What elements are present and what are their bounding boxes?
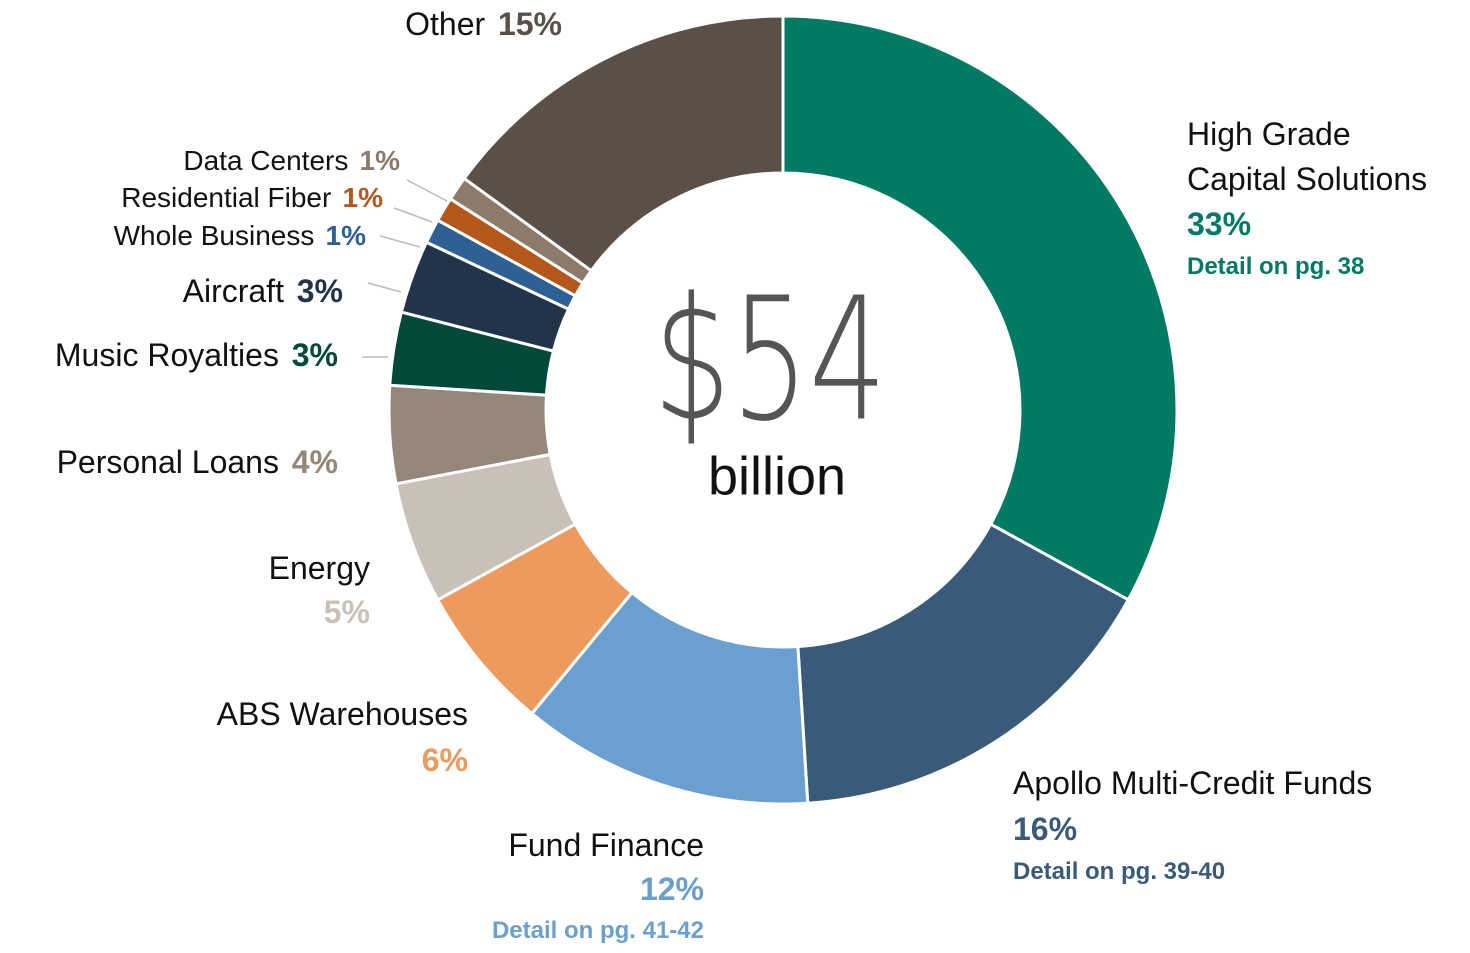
slice-label: Personal Loans 4%	[57, 440, 338, 484]
value-label: 12%	[639, 871, 704, 907]
value-label: 3%	[291, 337, 338, 373]
category-name: Other	[405, 6, 486, 42]
value-label: 16%	[1013, 811, 1078, 847]
value-label: 1%	[342, 182, 383, 213]
center-subtext: billion	[708, 446, 846, 506]
detail-note: Detail on pg. 41-42	[491, 917, 704, 944]
leader-line	[379, 235, 421, 248]
category-name: Music Royalties	[54, 337, 279, 373]
donut-slice	[781, 14, 1179, 602]
category-name: Whole Business	[113, 220, 315, 251]
leader-line	[393, 207, 433, 223]
slice-label: Data Centers 1%	[183, 142, 400, 180]
value-label: 5%	[323, 594, 370, 630]
detail-note: Detail on pg. 39-40	[1013, 858, 1226, 885]
slice-label: Aircraft 3%	[183, 269, 343, 313]
center-text: $54	[653, 261, 887, 458]
donut-slice	[796, 522, 1131, 805]
category-name: Apollo Multi-Credit Funds	[1013, 765, 1373, 801]
slice-label: Fund Finance 12% Detail on pg. 41-42	[492, 823, 704, 951]
slice-label: Energy 5%	[269, 546, 370, 634]
leader-lines	[362, 179, 448, 358]
slice-label: High Grade Capital Solutions 33% Detail on…	[1187, 112, 1427, 287]
detail-note: Detail on pg. 38	[1187, 253, 1365, 280]
category-name: ABS Warehouses	[216, 696, 468, 732]
slice-label: Music Royalties 3%	[55, 333, 338, 377]
category-name: Residential Fiber	[121, 182, 332, 213]
value-label: 33%	[1187, 206, 1252, 242]
category-name: Fund Finance	[508, 827, 704, 863]
category-name: Personal Loans	[56, 444, 279, 480]
value-label: 4%	[291, 444, 338, 480]
category-name: Data Centers	[183, 145, 349, 176]
leader-line	[406, 179, 448, 202]
category-name: Aircraft	[182, 273, 284, 309]
value-label: 1%	[359, 145, 400, 176]
slice-label: Residential Fiber 1%	[121, 179, 383, 217]
slice-label: ABS Warehouses 6%	[217, 691, 468, 783]
slice-label: Other 15%	[405, 2, 562, 46]
value-label: 6%	[421, 742, 468, 778]
category-name: High Grade Capital Solutions	[1187, 116, 1428, 197]
donut-slice	[462, 14, 785, 273]
value-label: 1%	[325, 220, 366, 251]
value-label: 3%	[296, 273, 343, 309]
value-label: 15%	[497, 6, 562, 42]
slice-label: Whole Business 1%	[114, 217, 366, 255]
leader-line	[367, 282, 402, 293]
category-name: Energy	[268, 550, 370, 586]
slice-label: Apollo Multi-Credit Funds 16% Detail on pg…	[1013, 760, 1372, 892]
